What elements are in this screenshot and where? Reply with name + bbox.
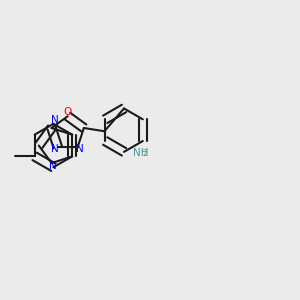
Text: NH: NH: [133, 148, 148, 158]
Text: 2: 2: [143, 149, 148, 158]
Text: N: N: [76, 144, 84, 154]
Text: N: N: [51, 115, 59, 125]
Text: N: N: [49, 161, 57, 171]
Text: O: O: [64, 107, 72, 117]
Text: N: N: [52, 144, 59, 154]
